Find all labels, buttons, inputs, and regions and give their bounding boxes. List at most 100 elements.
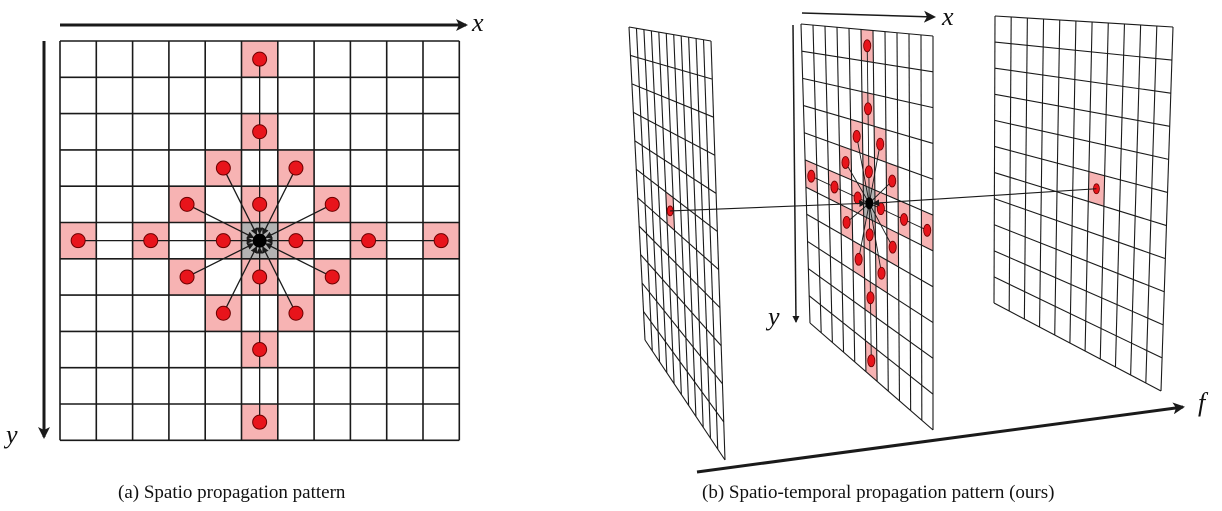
propagation-arrow bbox=[868, 203, 882, 274]
neighbor-dot bbox=[841, 156, 850, 169]
grid-line bbox=[993, 302, 1162, 392]
propagation-line bbox=[880, 208, 905, 220]
neighbor-dot bbox=[867, 354, 876, 368]
grid-line bbox=[650, 30, 668, 373]
grid-line bbox=[809, 322, 934, 431]
f-axis-arrow bbox=[696, 402, 1185, 474]
neighbor-dot bbox=[324, 196, 340, 212]
panel-b-f-axis-label: f bbox=[1198, 388, 1206, 417]
propagation-arrow bbox=[845, 162, 870, 204]
panel-b-y-axis-label: y bbox=[768, 302, 780, 331]
grid-line bbox=[658, 32, 675, 384]
grid-line bbox=[634, 140, 717, 194]
neighbor-dot bbox=[866, 291, 875, 305]
current-frame bbox=[800, 23, 934, 431]
neighbor-dot bbox=[215, 233, 231, 249]
propagation-arrow bbox=[262, 167, 297, 236]
propagation-line bbox=[903, 219, 928, 231]
grid-line bbox=[665, 33, 682, 395]
propagation-arrow bbox=[868, 144, 881, 204]
neighbor-dot bbox=[863, 39, 872, 53]
neighbor-dot bbox=[324, 269, 340, 285]
grid-line bbox=[643, 29, 661, 362]
neighbor-dot bbox=[361, 233, 377, 249]
grid-line bbox=[628, 26, 646, 341]
propagation-arrow bbox=[222, 246, 258, 314]
previous-frame bbox=[628, 26, 726, 461]
grid-line bbox=[994, 198, 1166, 260]
neighbor-dot bbox=[179, 269, 195, 285]
neighbor-dot bbox=[807, 169, 816, 183]
next-frame bbox=[993, 15, 1174, 392]
grid-line bbox=[1054, 19, 1061, 336]
propagation-line bbox=[834, 186, 858, 199]
neighbor-dot bbox=[252, 196, 268, 212]
neighbor-dot bbox=[252, 124, 268, 140]
neighbor-dot bbox=[288, 305, 304, 321]
propagation-arrow bbox=[265, 203, 333, 239]
grid-line bbox=[800, 23, 934, 37]
grid-line bbox=[994, 119, 1169, 160]
neighbor-dot bbox=[853, 191, 862, 205]
propagation-line bbox=[870, 297, 872, 361]
neighbor-dot bbox=[288, 233, 304, 249]
neighbor-dot bbox=[877, 266, 886, 280]
center-dot bbox=[865, 197, 874, 210]
grid-line bbox=[994, 145, 1168, 193]
propagation-line bbox=[869, 234, 871, 298]
propagation-line bbox=[866, 45, 869, 109]
neighbor-dot bbox=[143, 233, 159, 249]
grid-line bbox=[1114, 23, 1126, 368]
neighbor-dot bbox=[888, 240, 897, 254]
grid-line bbox=[680, 35, 697, 417]
grid-line bbox=[1084, 21, 1093, 352]
grid-line bbox=[1038, 18, 1045, 328]
propagation-arrow bbox=[262, 246, 297, 314]
neighbor-dot bbox=[830, 180, 839, 194]
neighbor-dot bbox=[864, 102, 873, 116]
grid-line bbox=[1069, 20, 1077, 344]
neighbor-dot bbox=[864, 165, 873, 179]
grid-line bbox=[631, 83, 714, 118]
propagation-arrow bbox=[868, 203, 894, 248]
neighbor-dot bbox=[179, 196, 195, 212]
neighbor-dot bbox=[900, 213, 909, 226]
neighbor-dot bbox=[215, 305, 231, 321]
neighbor-dot bbox=[865, 228, 874, 242]
propagation-arrow bbox=[856, 136, 870, 204]
propagation-line bbox=[811, 175, 835, 188]
grid-line bbox=[1023, 17, 1028, 320]
grid-line bbox=[1160, 26, 1174, 392]
neighbor-dot bbox=[252, 414, 268, 430]
neighbor-dot bbox=[842, 215, 851, 229]
panel-a-caption: (a) Spatio propagation pattern bbox=[118, 482, 346, 503]
neighbor-dot bbox=[854, 252, 863, 266]
neighbor-dot bbox=[876, 137, 885, 151]
panel-a-y-axis-label: y bbox=[6, 420, 18, 449]
panel-b-caption: (b) Spatio-temporal propagation pattern … bbox=[702, 482, 1055, 503]
panel-b-spatiotemporal-frames bbox=[628, 10, 1185, 474]
temporal-arrow-previous bbox=[670, 199, 867, 212]
propagation-arrow bbox=[222, 167, 258, 236]
grid-line bbox=[994, 224, 1165, 293]
grid-line bbox=[673, 34, 690, 406]
grid-line bbox=[702, 39, 719, 450]
y-axis-arrow bbox=[792, 24, 800, 323]
neighbor-dot bbox=[288, 160, 304, 176]
grid-line bbox=[641, 282, 723, 385]
grid-line bbox=[994, 67, 1171, 94]
x-axis-arrow bbox=[801, 10, 936, 23]
grid-line bbox=[994, 15, 1174, 28]
grid-line bbox=[695, 38, 712, 439]
neighbor-dot bbox=[923, 223, 932, 237]
grid-line bbox=[628, 26, 712, 42]
propagation-arrow bbox=[186, 243, 255, 278]
grid-line bbox=[635, 168, 718, 232]
neighbor-dot bbox=[888, 174, 897, 188]
grid-line bbox=[993, 250, 1164, 326]
propagation-arrow bbox=[186, 203, 255, 239]
neighbor-dot bbox=[252, 51, 268, 67]
grid-line bbox=[993, 276, 1163, 359]
neighbor-dot bbox=[215, 160, 231, 176]
